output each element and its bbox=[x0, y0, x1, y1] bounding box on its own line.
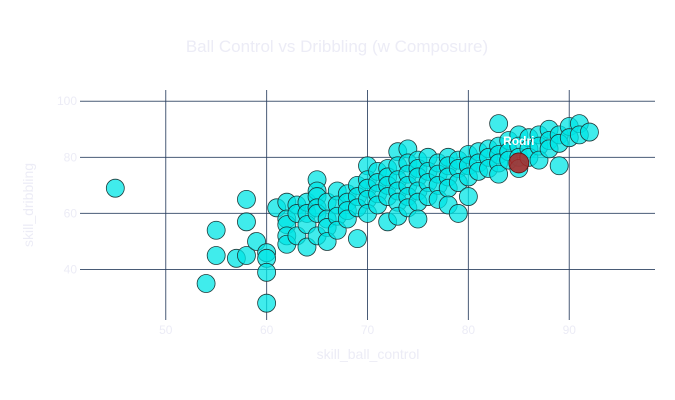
x-tick-label: 90 bbox=[563, 323, 577, 337]
highlight-group: Rodri bbox=[503, 134, 534, 174]
x-tick-label: 80 bbox=[462, 323, 476, 337]
data-point bbox=[348, 229, 367, 249]
highlight-label: Rodri bbox=[503, 134, 534, 148]
data-point bbox=[237, 212, 256, 232]
y-tick-label: 100 bbox=[57, 94, 77, 108]
data-point bbox=[448, 204, 468, 223]
y-tick-label: 80 bbox=[64, 150, 78, 164]
y-tick-label: 60 bbox=[64, 206, 78, 220]
data-point bbox=[206, 246, 226, 265]
x-tick-label: 50 bbox=[159, 323, 173, 337]
highlight-point bbox=[508, 152, 530, 174]
data-point bbox=[580, 122, 599, 142]
tick-labels: 50 60 70 80 90 40 60 80 100 bbox=[57, 94, 576, 337]
data-points bbox=[105, 114, 599, 313]
data-point bbox=[489, 164, 509, 184]
x-axis-title: skill_ball_control bbox=[317, 346, 420, 362]
data-point bbox=[489, 114, 509, 134]
chart-title: Ball Control vs Dribbling (w Composure) bbox=[186, 37, 488, 56]
data-point bbox=[549, 156, 569, 176]
data-point bbox=[237, 189, 256, 209]
x-tick-label: 70 bbox=[361, 323, 375, 337]
data-point bbox=[237, 246, 256, 265]
data-point bbox=[257, 262, 277, 282]
data-point bbox=[105, 178, 125, 198]
data-point bbox=[408, 209, 428, 229]
x-tick-label: 60 bbox=[260, 323, 274, 337]
y-tick-label: 40 bbox=[64, 263, 78, 277]
data-point bbox=[206, 220, 226, 240]
data-point bbox=[196, 274, 216, 293]
data-point bbox=[458, 187, 478, 206]
data-point bbox=[257, 293, 277, 313]
y-axis-title: skill_dribbling bbox=[20, 163, 36, 247]
